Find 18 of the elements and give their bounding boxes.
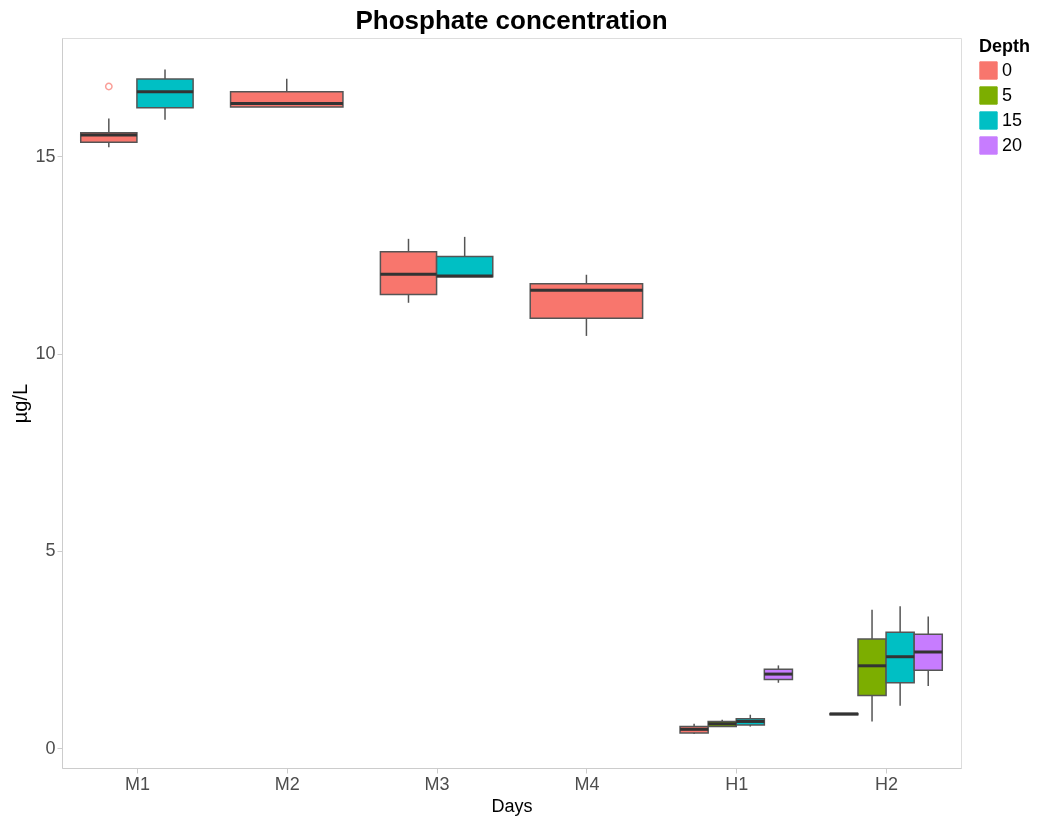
legend-title: Depth [979,36,1030,56]
y-tick-label: 15 [35,145,56,166]
legend-label: 20 [1002,134,1023,155]
legend-label: 0 [1002,59,1013,80]
x-tick-label: M3 [424,773,450,794]
y-tick-label: 0 [45,737,56,758]
x-axis-title: Days [491,795,533,816]
chart-title: Phosphate concentration [355,5,668,35]
y-tick-label: 10 [35,343,56,364]
legend-label: 5 [1002,84,1013,105]
x-tick-label: M4 [574,773,600,794]
y-tick-label: 5 [45,540,56,561]
x-tick-label: M2 [274,773,300,794]
x-tick-label: H2 [875,773,899,794]
x-tick-label: H1 [725,773,749,794]
x-tick-label: M1 [124,773,150,794]
y-axis-title: µg/L [9,383,32,424]
legend-label: 15 [1002,109,1023,130]
